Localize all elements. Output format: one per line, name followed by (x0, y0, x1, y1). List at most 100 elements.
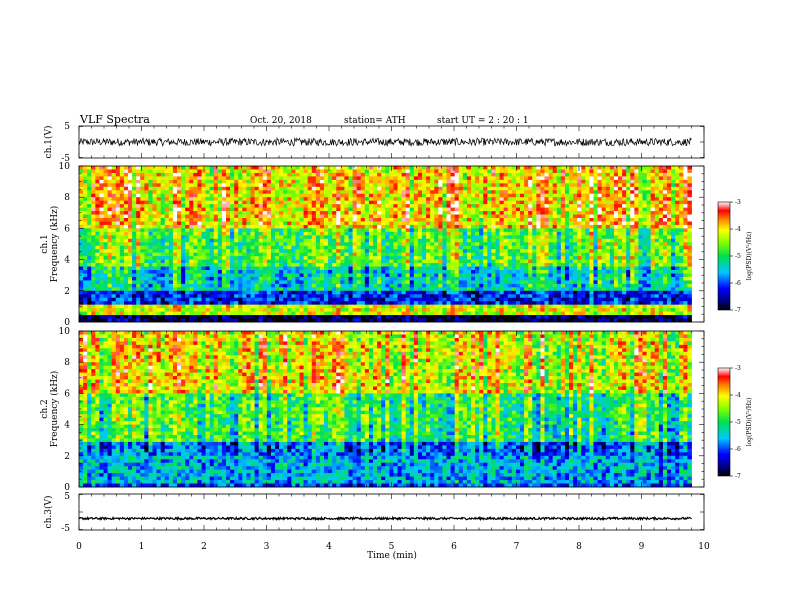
spectrogram-cell (279, 242, 283, 246)
spectrogram-cell (185, 228, 189, 232)
spectrogram-cell (679, 253, 683, 257)
spectrogram-cell (385, 232, 389, 236)
spectrogram-cell (393, 215, 397, 219)
spectrogram-cell (532, 239, 536, 243)
spectrogram-cell (528, 270, 532, 274)
spectrogram-cell (173, 166, 177, 170)
spectrogram-cell (683, 211, 687, 215)
spectrogram-cell (430, 273, 434, 277)
spectrogram-cell (524, 256, 528, 260)
spectrogram-cell (626, 183, 630, 187)
spectrogram-cell (357, 242, 361, 246)
spectrogram-cell (500, 235, 504, 239)
spectrogram-cell (95, 225, 99, 229)
spectrogram-cell (406, 201, 410, 205)
spectrogram-cell (116, 183, 120, 187)
spectrogram-cell (618, 183, 622, 187)
spectrogram-cell (361, 173, 365, 177)
spectrogram-cell (614, 228, 618, 232)
spectrogram-cell (475, 256, 479, 260)
spectrogram-cell (230, 270, 234, 274)
spectrogram-cell (434, 190, 438, 194)
spectrogram-cell (153, 256, 157, 260)
spectrogram-cell (553, 204, 557, 208)
spectrogram-cell (418, 270, 422, 274)
spectrogram-cell (671, 246, 675, 250)
spectrogram-cell (638, 215, 642, 219)
spectrogram-cell (483, 201, 487, 205)
spectrogram-cell (214, 215, 218, 219)
spectrogram-cell (585, 225, 589, 229)
spectrogram-cell (169, 173, 173, 177)
spectrogram-cell (136, 239, 140, 243)
spectrogram-cell (148, 235, 152, 239)
spectrogram-cell (459, 249, 463, 253)
spectrogram-cell (120, 225, 124, 229)
spectrogram-cell (120, 169, 124, 173)
spectrogram-cell (630, 249, 634, 253)
spectrogram-cell (161, 270, 165, 274)
spectrogram-cell (181, 270, 185, 274)
spectrogram-cell (328, 263, 332, 267)
spectrogram-cell (418, 218, 422, 222)
spectrogram-cell (630, 263, 634, 267)
spectrogram-cell (491, 267, 495, 271)
spectrogram-cell (426, 270, 430, 274)
spectrogram-cell (193, 197, 197, 201)
spectrogram-cell (320, 221, 324, 225)
spectrogram-cell (389, 267, 393, 271)
spectrogram-cell (585, 180, 589, 184)
spectrogram-cell (193, 215, 197, 219)
spectrogram-cell (132, 228, 136, 232)
spectrogram-cell (667, 228, 671, 232)
spectrogram-cell (671, 228, 675, 232)
spectrogram-cell (651, 218, 655, 222)
spectrogram-cell (504, 270, 508, 274)
spectrogram-cell (606, 242, 610, 246)
spectrogram-cell (675, 270, 679, 274)
spectrogram-cell (557, 242, 561, 246)
spectrogram-cell (426, 180, 430, 184)
spectrogram-cell (528, 242, 532, 246)
spectrogram-cell (357, 221, 361, 225)
spectrogram-cell (500, 166, 504, 170)
spectrogram-cell (594, 263, 598, 267)
spectrogram-cell (471, 204, 475, 208)
spectrogram-cell (471, 173, 475, 177)
spectrogram-cell (259, 246, 263, 250)
spectrogram-cell (332, 232, 336, 236)
spectrogram-cell (402, 260, 406, 264)
spectrogram-cell (246, 270, 250, 274)
spectrogram-cell (540, 270, 544, 274)
spectrogram-cell (475, 228, 479, 232)
date-label: Oct. 20, 2018 (250, 116, 312, 126)
spectrogram-cell (246, 235, 250, 239)
spectrogram-cell (589, 211, 593, 215)
spectrogram-cell (344, 249, 348, 253)
spectrogram-cell (532, 215, 536, 219)
spectrogram-cell (594, 194, 598, 198)
spectrogram-cell (226, 211, 230, 215)
spectrogram-cell (189, 277, 193, 281)
spectrogram-cell (377, 246, 381, 250)
spectrogram-cell (687, 232, 691, 236)
spectrogram-cell (459, 270, 463, 274)
spectrogram-cell (144, 169, 148, 173)
spectrogram-cell (483, 239, 487, 243)
spectrogram-cell (328, 204, 332, 208)
spectrogram-cell (594, 197, 598, 201)
spectrogram-cell (487, 183, 491, 187)
spectrogram-cell (263, 176, 267, 180)
spectrogram-cell (234, 194, 238, 198)
spectrogram-cell (148, 253, 152, 257)
spectrogram-cell (238, 201, 242, 205)
spectrogram-cell (487, 211, 491, 215)
spectrogram-cell (312, 232, 316, 236)
spectrogram-cell (128, 239, 132, 243)
spectrogram-cell (491, 263, 495, 267)
spectrogram-cell (663, 242, 667, 246)
spectrogram-cell (361, 169, 365, 173)
spectrogram-cell (238, 208, 242, 212)
spectrogram-cell (536, 267, 540, 271)
spectrogram-cell (238, 277, 242, 281)
